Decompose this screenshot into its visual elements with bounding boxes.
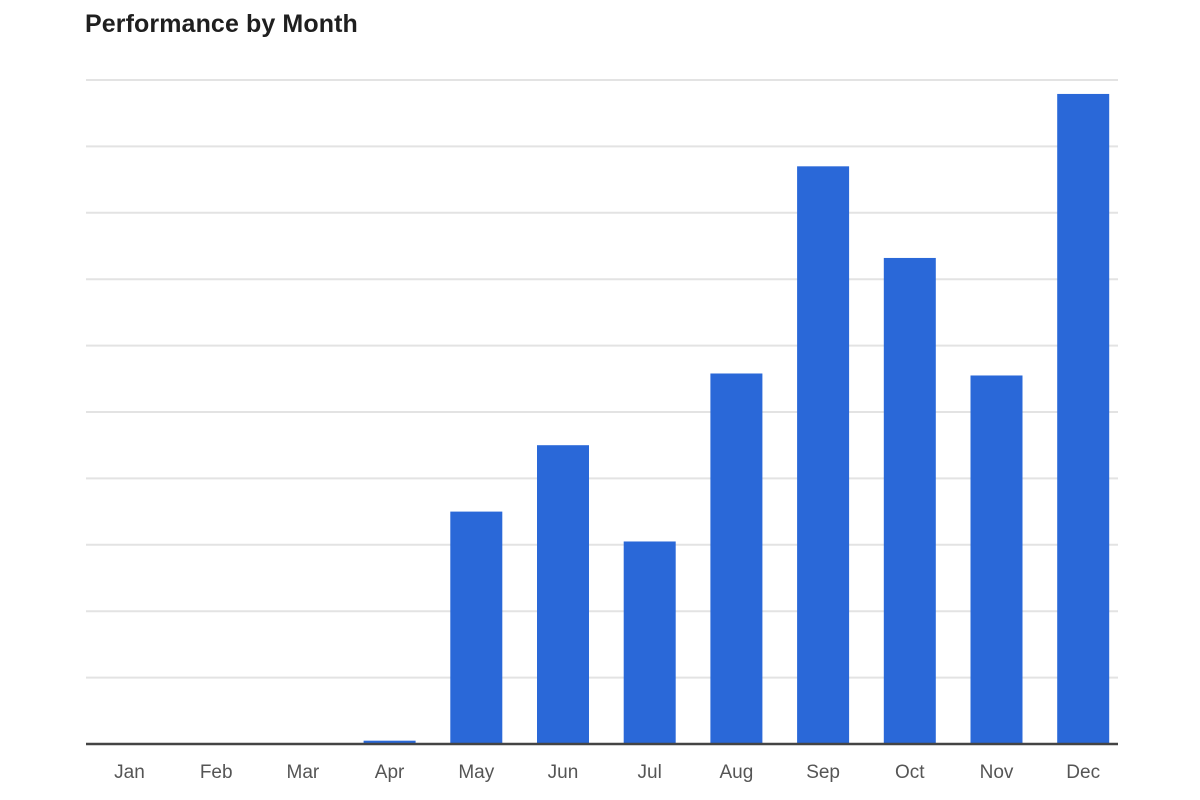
x-tick-label-may: May <box>458 762 494 783</box>
bar-aug <box>710 373 763 744</box>
x-tick-label-nov: Nov <box>980 762 1014 783</box>
x-tick-label-sep: Sep <box>806 762 840 783</box>
x-tick-label-jul: Jul <box>638 762 662 783</box>
x-tick-label-aug: Aug <box>719 762 753 783</box>
bars <box>363 93 1110 745</box>
bar-may <box>450 511 503 744</box>
bar-apr <box>363 740 416 744</box>
x-tick-label-jun: Jun <box>548 762 579 783</box>
x-tick-label-dec: Dec <box>1066 762 1100 783</box>
chart-title: Performance by Month <box>85 10 358 38</box>
x-tick-label-feb: Feb <box>200 762 233 783</box>
bar-oct <box>883 257 936 744</box>
gridlines <box>86 79 1118 679</box>
x-tick-labels: Jan Feb Mar Apr May Jun Jul Aug Sep Oct Nov Dec <box>114 762 1100 783</box>
x-tick-label-mar: Mar <box>287 762 320 783</box>
bar-jul <box>623 541 676 744</box>
x-tick-label-oct: Oct <box>895 762 925 783</box>
x-tick-label-apr: Apr <box>375 762 405 783</box>
bar-jun <box>537 445 589 744</box>
bar-dec <box>1057 93 1110 745</box>
bar-nov <box>970 375 1023 744</box>
bar-sep <box>797 166 850 744</box>
x-tick-label-jan: Jan <box>114 762 145 783</box>
